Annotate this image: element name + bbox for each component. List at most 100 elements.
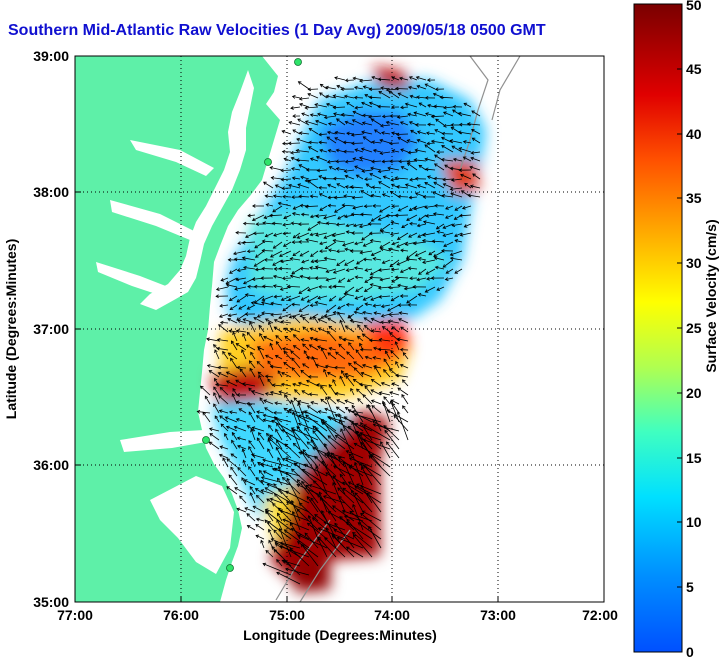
velocity-arrow — [383, 369, 391, 378]
velocity-arrowhead — [292, 315, 297, 319]
velocity-arrowhead — [301, 480, 305, 485]
velocity-arrowhead — [324, 443, 328, 447]
velocity-arrowhead — [315, 465, 319, 470]
velocity-arrowhead — [326, 130, 331, 135]
velocity-arrowhead — [242, 221, 247, 226]
velocity-arrow — [450, 193, 463, 198]
velocity-arrow — [288, 295, 301, 301]
velocity-arrow — [237, 437, 247, 441]
velocity-arrowhead — [310, 253, 314, 257]
velocity-arrow — [305, 239, 319, 243]
velocity-arrow — [237, 445, 247, 450]
velocity-arrow — [302, 343, 310, 351]
velocity-arrow — [464, 183, 472, 189]
velocity-arrowhead — [273, 233, 277, 237]
velocity-arrow — [418, 214, 427, 221]
colorbar — [633, 3, 683, 653]
velocity-arrowhead — [290, 399, 294, 404]
velocity-arrowhead — [222, 457, 226, 462]
colorbar-tick-label: 35 — [686, 190, 702, 206]
velocity-arrow — [371, 141, 382, 144]
velocity-arrowhead — [277, 456, 281, 461]
velocity-arrowhead — [319, 92, 323, 96]
velocity-arrow — [360, 422, 373, 441]
velocity-arrow — [450, 126, 463, 135]
velocity-arrowhead — [397, 208, 402, 212]
velocity-arrow — [409, 196, 418, 199]
velocity-arrowhead — [284, 394, 288, 398]
velocity-arrow — [300, 313, 310, 317]
velocity-arrow — [309, 344, 319, 351]
velocity-arrow — [255, 488, 265, 495]
colorbar-tick-label: 0 — [686, 644, 694, 659]
velocity-arrowhead — [307, 93, 311, 97]
velocity-arrow — [342, 481, 364, 495]
velocity-arrowhead — [274, 493, 278, 497]
velocity-arrowhead — [255, 494, 260, 499]
velocity-arrowhead — [271, 467, 276, 472]
velocity-arrow — [260, 480, 274, 486]
velocity-arrowhead — [345, 375, 349, 379]
velocity-arrow — [202, 412, 211, 423]
velocity-arrowhead — [247, 213, 251, 218]
velocity-arrowhead — [268, 424, 272, 429]
velocity-arrow — [251, 302, 265, 306]
velocity-arrow — [431, 115, 445, 118]
velocity-arrow — [280, 169, 292, 171]
velocity-arrowhead — [398, 159, 402, 164]
velocity-arrowhead — [316, 220, 321, 225]
velocity-arrowhead — [345, 450, 350, 454]
velocity-arrowhead — [312, 480, 317, 484]
velocity-arrow — [338, 413, 346, 432]
velocity-arrowhead — [305, 168, 310, 172]
velocity-arrowhead — [318, 132, 322, 137]
velocity-arrowhead — [294, 462, 298, 467]
velocity-arrow — [292, 96, 301, 99]
velocity-arrowhead — [362, 297, 367, 301]
velocity-arrowhead — [305, 414, 309, 419]
velocity-arrowhead — [408, 76, 413, 80]
velocity-arrowhead — [279, 287, 284, 291]
velocity-arrow — [381, 313, 391, 317]
velocity-arrowhead — [380, 123, 384, 128]
velocity-arrowhead — [296, 137, 300, 142]
velocity-arrow — [333, 106, 346, 108]
velocity-arrow — [237, 367, 247, 369]
velocity-arrow — [310, 114, 319, 117]
velocity-arrow — [445, 205, 454, 210]
velocity-arrowhead — [308, 484, 313, 488]
velocity-arrowhead — [264, 519, 269, 524]
velocity-arrow — [249, 360, 256, 369]
velocity-arrowhead — [206, 364, 211, 368]
velocity-arrow — [470, 185, 481, 189]
velocity-arrowhead — [396, 411, 401, 415]
velocity-arrowhead — [335, 222, 340, 227]
velocity-arrowhead — [361, 363, 366, 368]
velocity-arrow — [241, 477, 247, 486]
velocity-arrowhead — [271, 419, 275, 424]
velocity-arrow — [305, 120, 319, 126]
velocity-arrow — [383, 358, 391, 369]
velocity-arrowhead — [449, 187, 454, 191]
velocity-arrowhead — [416, 138, 421, 143]
velocity-arrow — [397, 232, 409, 240]
velocity-arrowhead — [356, 483, 360, 487]
velocity-arrowhead — [283, 529, 288, 533]
velocity-arrowhead — [308, 392, 313, 397]
velocity-arrow — [371, 400, 382, 405]
velocity-arrowhead — [304, 178, 309, 183]
velocity-arrowhead — [367, 404, 372, 408]
velocity-arrowhead — [379, 247, 384, 252]
velocity-arrowhead — [252, 505, 257, 510]
velocity-arrow — [373, 258, 382, 261]
velocity-arrow — [388, 90, 400, 99]
colorbar-tick-label: 25 — [686, 320, 702, 336]
velocity-arrow — [382, 193, 391, 198]
velocity-arrowhead — [381, 193, 386, 197]
velocity-arrow — [213, 392, 220, 405]
velocity-arrowhead — [383, 358, 387, 363]
velocity-arrow — [250, 352, 256, 360]
velocity-arrowhead — [410, 129, 414, 134]
velocity-arrow — [422, 232, 436, 236]
velocity-arrow — [273, 195, 283, 198]
